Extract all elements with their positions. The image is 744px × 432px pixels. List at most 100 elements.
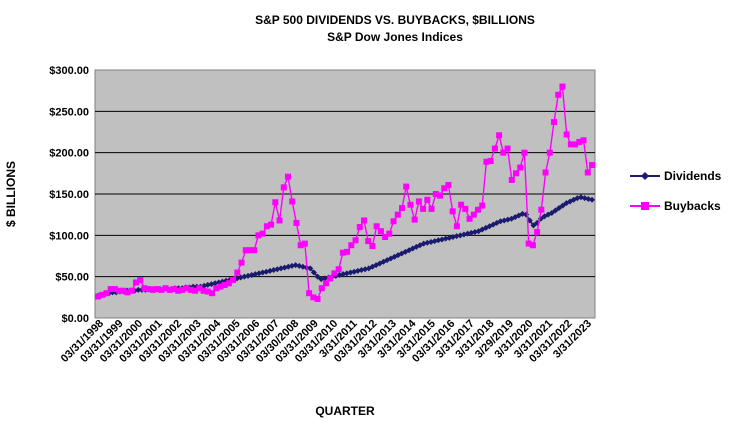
buybacks-point <box>453 223 460 230</box>
buybacks-point <box>424 196 431 203</box>
buybacks-point <box>344 248 351 255</box>
buybacks-point <box>133 279 139 286</box>
buybacks-point <box>496 132 503 139</box>
buybacks-point <box>204 288 211 295</box>
dividends-point <box>548 210 555 217</box>
buybacks-point <box>437 192 443 199</box>
buybacks-point <box>242 247 249 254</box>
buybacks-point <box>213 285 220 292</box>
buybacks-point <box>462 205 469 212</box>
y-tick-label: $300.00 <box>49 65 89 77</box>
buybacks-point <box>475 206 481 213</box>
buybacks-point <box>390 218 397 225</box>
buybacks-point <box>280 184 287 191</box>
buybacks-point <box>441 185 448 192</box>
dividends-point <box>556 205 563 212</box>
buybacks-point <box>255 232 262 239</box>
buybacks-point <box>466 215 473 222</box>
buybacks-point <box>196 285 203 292</box>
y-tick-label: $250.00 <box>49 106 89 118</box>
buybacks-point <box>149 286 156 293</box>
buybacks-point <box>339 249 346 256</box>
buybacks-point <box>221 281 228 288</box>
grid-lines <box>95 110 595 278</box>
y-tick-label: $50.00 <box>55 272 89 284</box>
buybacks-point <box>369 243 376 250</box>
legend-buybacks-marker <box>641 202 649 210</box>
buybacks-point <box>403 183 410 190</box>
buybacks-point <box>145 286 152 293</box>
buybacks-point <box>124 289 131 296</box>
buybacks-point <box>120 287 127 294</box>
buybacks-point <box>289 198 296 205</box>
buybacks-point <box>567 141 574 148</box>
buybacks-point <box>166 286 173 293</box>
legend-buybacks-label: Buybacks <box>664 199 721 213</box>
buybacks-point <box>521 149 528 156</box>
buybacks-point <box>331 270 338 277</box>
buybacks-point <box>504 145 511 152</box>
buybacks-point <box>247 247 253 254</box>
buybacks-point <box>318 285 325 292</box>
buybacks-point <box>415 198 422 205</box>
buybacks-point <box>348 242 355 249</box>
buybacks-point <box>116 287 123 294</box>
series-layer <box>95 83 595 302</box>
buybacks-point <box>538 206 545 213</box>
buybacks-point <box>209 290 215 297</box>
buybacks-point <box>272 199 279 206</box>
buybacks-point <box>580 137 587 144</box>
legend-dividends-label: Dividends <box>664 169 722 183</box>
buybacks-point <box>420 205 427 212</box>
buybacks-point <box>335 266 342 273</box>
buybacks-point <box>584 169 591 176</box>
buybacks-point <box>563 131 570 138</box>
buybacks-point <box>458 201 465 208</box>
buybacks-point <box>352 237 359 244</box>
buybacks-point <box>95 293 101 300</box>
buybacks-point <box>470 211 477 218</box>
buybacks-point <box>546 149 553 156</box>
buybacks-point <box>377 228 384 235</box>
buybacks-point <box>297 242 304 249</box>
buybacks-point <box>293 219 300 226</box>
buybacks-point <box>141 285 148 292</box>
buybacks-point <box>361 217 367 224</box>
chart-title: S&P 500 DIVIDENDS VS. BUYBACKS, $BILLION… <box>255 13 535 27</box>
buybacks-point <box>192 287 199 294</box>
buybacks-point <box>542 169 549 176</box>
dividends-point <box>530 222 537 229</box>
buybacks-point <box>407 201 414 208</box>
buybacks-point <box>525 240 532 247</box>
buybacks-point <box>162 285 169 292</box>
buybacks-point <box>154 286 161 293</box>
y-axis-title: $ BILLIONS <box>4 161 18 227</box>
y-tick-label: $200.00 <box>49 148 89 160</box>
buybacks-point <box>572 141 579 148</box>
buybacks-point <box>411 216 418 223</box>
buybacks-point <box>111 286 118 293</box>
buybacks-point <box>386 230 393 237</box>
buybacks-point <box>576 138 583 145</box>
buybacks-point <box>301 240 308 247</box>
buybacks-point <box>382 233 389 240</box>
legend: Dividends Buybacks <box>630 169 722 213</box>
buybacks-point <box>513 170 519 177</box>
buybacks-point <box>238 259 245 266</box>
buybacks-point <box>259 230 266 237</box>
buybacks-point <box>230 276 237 283</box>
buybacks-point <box>263 223 270 230</box>
x-axis-title: QUARTER <box>315 404 375 418</box>
buybacks-point <box>534 229 541 236</box>
buybacks-point <box>483 158 490 165</box>
dividends-point <box>552 207 559 214</box>
dividends-point <box>310 269 317 276</box>
buybacks-point <box>432 191 439 197</box>
y-tick-label: $150.00 <box>49 189 89 201</box>
buybacks-point <box>217 283 224 290</box>
buybacks-point <box>529 242 536 249</box>
buybacks-point <box>517 164 524 171</box>
buybacks-point <box>508 176 515 183</box>
buybacks-point <box>187 286 194 293</box>
buybacks-point <box>445 181 452 188</box>
